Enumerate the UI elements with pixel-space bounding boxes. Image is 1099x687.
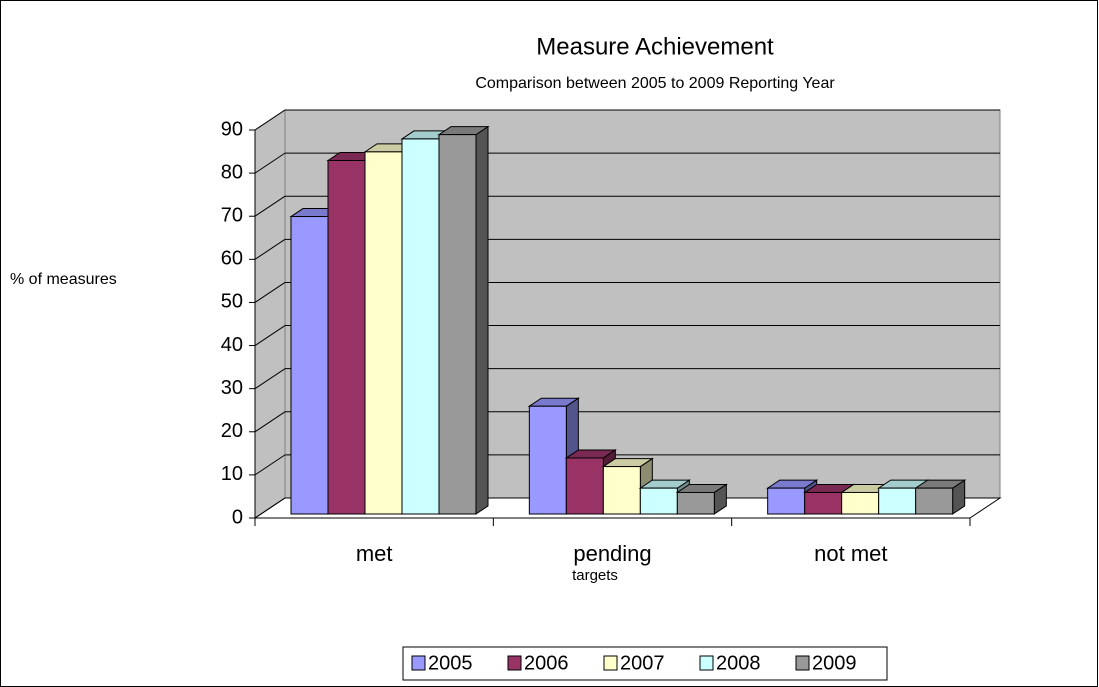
grid-line-side [254, 368, 286, 390]
y-tick-label: 20 [221, 420, 243, 442]
grid-line-side [254, 152, 286, 174]
bar-front [676, 491, 715, 515]
grid-line-side [254, 195, 286, 217]
x-tick-label: met [356, 541, 393, 566]
x-tick-label: pending [573, 541, 651, 566]
annotation: targets [572, 567, 618, 584]
y-tick-label: 0 [232, 506, 243, 528]
y-axis-label: % of measures [10, 271, 117, 288]
y-tick-label: 30 [221, 377, 243, 399]
grid-line-side [254, 282, 286, 303]
chart-title: Measure Achievement [536, 33, 774, 60]
bar-front [639, 487, 678, 515]
legend-swatch [411, 655, 426, 671]
legend-label: 2009 [812, 652, 857, 674]
legend-swatch [699, 655, 714, 671]
bar-front [327, 159, 366, 515]
legend-label: 2006 [524, 652, 569, 674]
y-tick-label: 90 [221, 118, 243, 140]
y-tick-label: 10 [221, 463, 243, 485]
legend-swatch [507, 655, 522, 671]
side-wall [254, 109, 286, 519]
bar-front [767, 487, 806, 515]
y-tick-label: 70 [221, 205, 243, 227]
bar-front [841, 491, 880, 515]
bar-front [438, 134, 477, 515]
legend-swatch [603, 655, 618, 671]
bar [638, 479, 691, 515]
y-tick-label: 80 [221, 161, 243, 183]
bar-front [528, 405, 567, 515]
bar-front [915, 487, 954, 515]
grid-line-side [254, 325, 286, 346]
bar-front [364, 151, 403, 515]
legend-swatch [795, 655, 810, 671]
legend-label: 2007 [620, 652, 665, 674]
bar [675, 483, 728, 515]
grid-line-side [254, 454, 286, 476]
bar-front [565, 457, 604, 515]
bar-side [475, 125, 489, 515]
bar-front [878, 487, 917, 515]
bar [914, 479, 967, 515]
y-tick-label: 40 [221, 334, 243, 356]
grid-line-side [254, 497, 286, 519]
bar-front [401, 138, 440, 515]
grid-line-side [254, 109, 286, 131]
x-tick-label: not met [814, 541, 887, 566]
bar-front [290, 216, 329, 515]
y-tick-label: 60 [221, 248, 243, 270]
grid-line-side [254, 411, 286, 433]
bar-front [602, 466, 641, 515]
grid-line-side [254, 238, 286, 260]
legend-label: 2008 [716, 652, 761, 674]
bar [437, 125, 490, 515]
legend-label: 2005 [428, 652, 473, 674]
y-tick-label: 50 [221, 291, 243, 313]
legend: 2005 2006 2007 2008 2009 [402, 646, 888, 681]
chart-subtitle: Comparison between 2005 to 2009 Reportin… [475, 75, 835, 92]
bar-front [804, 491, 843, 515]
